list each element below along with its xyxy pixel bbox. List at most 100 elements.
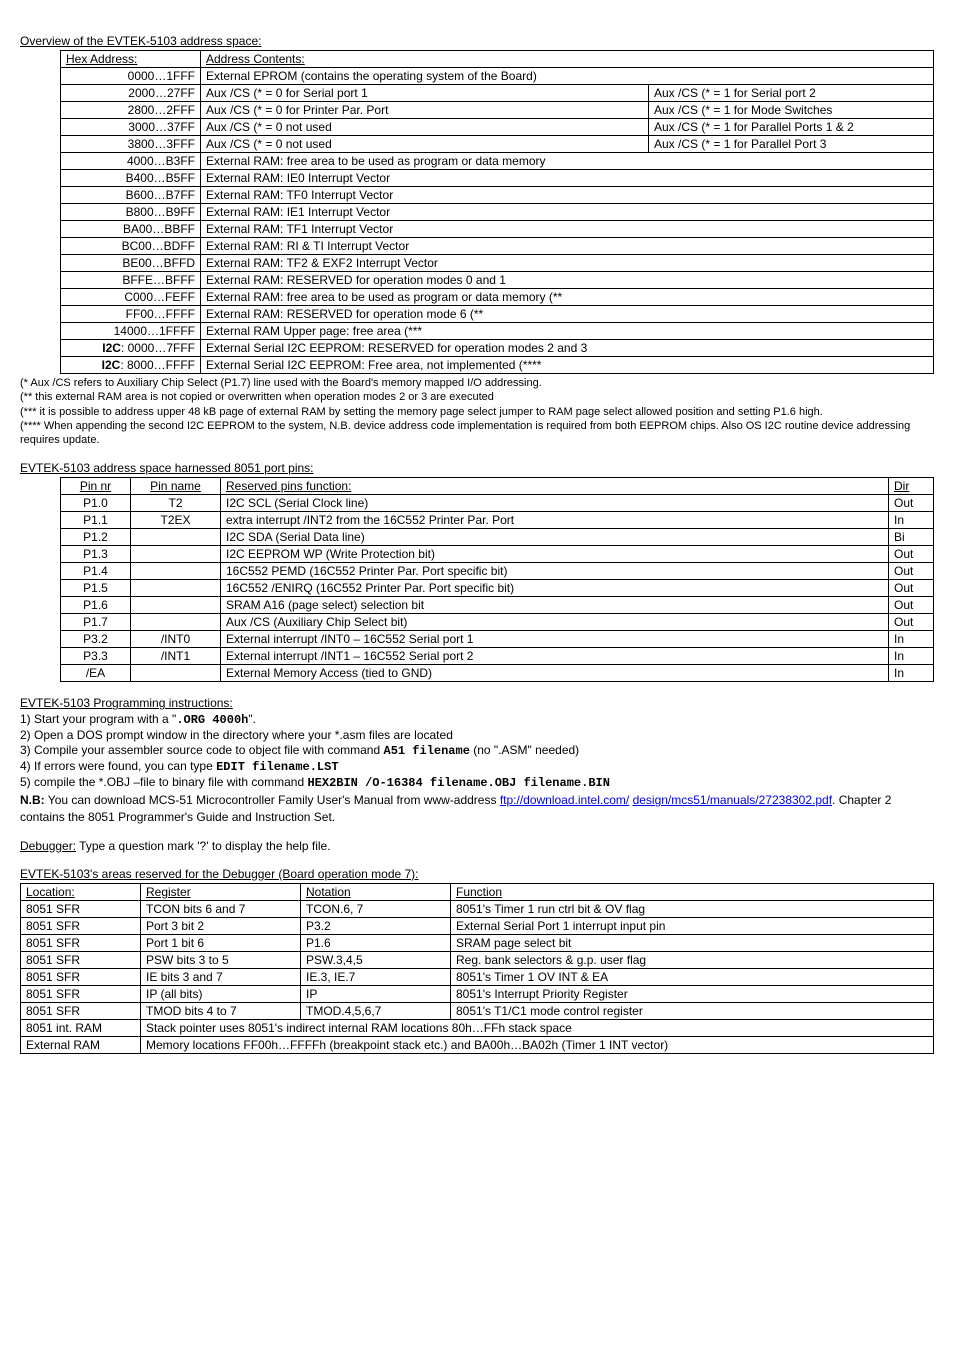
table-row: 8051 SFRIE bits 3 and 7IE.3, IE.78051's … — [21, 968, 934, 985]
cell: I2C SDA (Serial Data line) — [221, 529, 889, 546]
table-row: I2C: 8000…FFFFExternal Serial I2C EEPROM… — [61, 357, 934, 374]
cell: 16C552 PEMD (16C552 Printer Par. Port sp… — [221, 563, 889, 580]
debugger-text: Type a question mark '?' to display the … — [76, 839, 331, 853]
cell-content: External RAM: free area to be used as pr… — [201, 289, 934, 306]
cell: In — [889, 665, 934, 682]
cell — [131, 563, 221, 580]
pins-title: EVTEK-5103 address space harnessed 8051 … — [20, 461, 934, 475]
cell: In — [889, 512, 934, 529]
cell-addr: 3000…37FF — [61, 119, 201, 136]
list-item: 4) If errors were found, you can type ED… — [20, 759, 934, 774]
cell: 8051 SFR — [21, 900, 141, 917]
cell: P1.7 — [61, 614, 131, 631]
cell: Out — [889, 614, 934, 631]
cell — [131, 529, 221, 546]
cell-addr: FF00…FFFF — [61, 306, 201, 323]
nb-link1[interactable]: ftp://download.intel.com/ — [500, 793, 629, 807]
debugger-title: EVTEK-5103's areas reserved for the Debu… — [20, 867, 934, 881]
footnote: (* Aux /CS refers to Auxiliary Chip Sele… — [20, 376, 934, 390]
table-row: 8051 int. RAMStack pointer uses 8051's i… — [21, 1019, 934, 1036]
cell-addr: B800…B9FF — [61, 204, 201, 221]
cell-addr: I2C: 8000…FFFF — [61, 357, 201, 374]
cell: P3.2 — [61, 631, 131, 648]
cell: 8051 SFR — [21, 985, 141, 1002]
table-row: BFFE…BFFFExternal RAM: RESERVED for oper… — [61, 272, 934, 289]
table-row: 3800…3FFFAux /CS (* = 0 not usedAux /CS … — [61, 136, 934, 153]
cell-content: External Serial I2C EEPROM: Free area, n… — [201, 357, 934, 374]
cell-content: External RAM: TF0 Interrupt Vector — [201, 187, 934, 204]
table-row: BC00…BDFFExternal RAM: RI & TI Interrupt… — [61, 238, 934, 255]
cell: TCON bits 6 and 7 — [141, 900, 301, 917]
cell-addr: C000…FEFF — [61, 289, 201, 306]
cell: P1.3 — [61, 546, 131, 563]
footnote: (*** it is possible to address upper 48 … — [20, 405, 934, 419]
cell: TCON.6, 7 — [301, 900, 451, 917]
cell-addr: 4000…B3FF — [61, 153, 201, 170]
header-contents: Address Contents: — [201, 51, 934, 68]
cell-addr: BC00…BDFF — [61, 238, 201, 255]
cell: Out — [889, 563, 934, 580]
list-item: 1) Start your program with a ".ORG 4000h… — [20, 712, 934, 727]
cell-addr: BE00…BFFD — [61, 255, 201, 272]
footnote: (** this external RAM area is not copied… — [20, 390, 934, 404]
table-row: P1.7Aux /CS (Auxiliary Chip Select bit)O… — [61, 614, 934, 631]
cell-addr: 14000…1FFFF — [61, 323, 201, 340]
table-row: I2C: 0000…7FFFExternal Serial I2C EEPROM… — [61, 340, 934, 357]
debugger-line: Debugger: Type a question mark '?' to di… — [20, 839, 934, 853]
cell-content: Aux /CS (* = 1 for Mode Switches — [649, 102, 934, 119]
debugger-header: Register — [141, 883, 301, 900]
overview-table: Hex Address:Address Contents:0000…1FFF Ex… — [60, 50, 934, 374]
cell: P1.4 — [61, 563, 131, 580]
cell — [131, 580, 221, 597]
cell-content: External RAM: TF1 Interrupt Vector — [201, 221, 934, 238]
cell-content: External Serial I2C EEPROM: RESERVED for… — [201, 340, 934, 357]
nb-link2[interactable]: design/mcs51/manuals/27238302.pdf — [633, 793, 832, 807]
list-item: 5) compile the *.OBJ –file to binary fil… — [20, 775, 934, 790]
table-row: P1.4 16C552 PEMD (16C552 Printer Par. Por… — [61, 563, 934, 580]
cell-addr: BFFE…BFFF — [61, 272, 201, 289]
cell-content: External RAM: IE1 Interrupt Vector — [201, 204, 934, 221]
debugger-header: Notation — [301, 883, 451, 900]
table-row: 4000…B3FFExternal RAM: free area to be u… — [61, 153, 934, 170]
cell: TMOD.4,5,6,7 — [301, 1002, 451, 1019]
table-row: P1.3I2C EEPROM WP (Write Protection bit)… — [61, 546, 934, 563]
table-row: B400…B5FFExternal RAM: IE0 Interrupt Vec… — [61, 170, 934, 187]
cell: extra interrupt /INT2 from the 16C552 Pr… — [221, 512, 889, 529]
cell: External interrupt /INT1 – 16C552 Serial… — [221, 648, 889, 665]
cell: SRAM A16 (page select) selection bit — [221, 597, 889, 614]
cell: P1.2 — [61, 529, 131, 546]
cell: External Serial Port 1 interrupt input p… — [451, 917, 934, 934]
table-row: C000…FEFFExternal RAM: free area to be u… — [61, 289, 934, 306]
cell-content: External RAM: TF2 & EXF2 Interrupt Vecto… — [201, 255, 934, 272]
table-row: P3.2/INT0External interrupt /INT0 – 16C5… — [61, 631, 934, 648]
cell: P1.6 — [61, 597, 131, 614]
table-row: B600…B7FFExternal RAM: TF0 Interrupt Vec… — [61, 187, 934, 204]
footnote: (**** When appending the second I2C EEPR… — [20, 419, 934, 448]
cell: T2 — [131, 495, 221, 512]
programming-steps: 1) Start your program with a ".ORG 4000h… — [20, 712, 934, 790]
cell: IP (all bits) — [141, 985, 301, 1002]
cell: TMOD bits 4 to 7 — [141, 1002, 301, 1019]
cell: External interrupt /INT0 – 16C552 Serial… — [221, 631, 889, 648]
cell-addr: I2C: 0000…7FFF — [61, 340, 201, 357]
cell: /INT1 — [131, 648, 221, 665]
table-row: 8051 SFRPort 3 bit 2P3.2External Serial … — [21, 917, 934, 934]
cell: 8051 SFR — [21, 917, 141, 934]
table-row: FF00…FFFFExternal RAM: RESERVED for oper… — [61, 306, 934, 323]
cell: IE bits 3 and 7 — [141, 968, 301, 985]
cell — [131, 546, 221, 563]
debugger-table: Location:RegisterNotationFunction8051 SF… — [20, 883, 934, 1054]
cell: Out — [889, 580, 934, 597]
table-row: P1.6 SRAM A16 (page select) selection bit… — [61, 597, 934, 614]
code: HEX2BIN /O-16384 filename.OBJ filename.B… — [307, 776, 609, 790]
table-row: P1.1T2EXextra interrupt /INT2 from the 1… — [61, 512, 934, 529]
table-row: 2800…2FFFAux /CS (* = 0 for Printer Par.… — [61, 102, 934, 119]
debugger-label: Debugger: — [20, 839, 76, 853]
code: EDIT filename.LST — [216, 760, 338, 774]
cell: Bi — [889, 529, 934, 546]
cell: P3.3 — [61, 648, 131, 665]
cell-addr: 0000…1FFF — [61, 68, 201, 85]
header-hex: Hex Address: — [61, 51, 201, 68]
table-row: 8051 SFRTCON bits 6 and 7TCON.6, 78051's… — [21, 900, 934, 917]
cell: In — [889, 648, 934, 665]
